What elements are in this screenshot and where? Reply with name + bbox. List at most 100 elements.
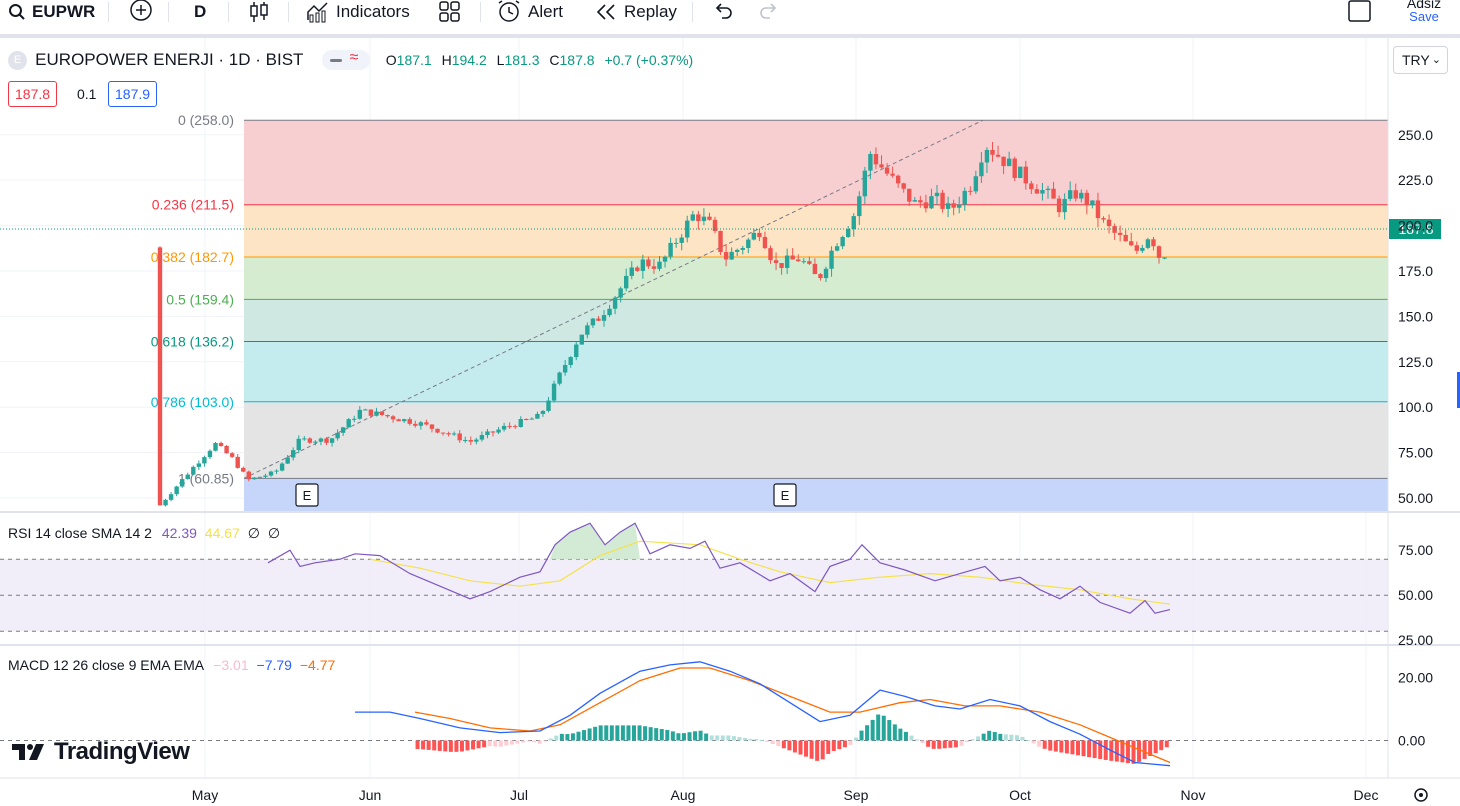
indicators-button[interactable]: Indicators <box>306 0 410 24</box>
chart-canvas[interactable]: 0 (258.0) 0.236 (211.5) 0.382 (182.7) 0.5 (… <box>0 38 1460 806</box>
candle-body <box>873 154 879 165</box>
fullscreen-button[interactable] <box>1347 0 1373 24</box>
tradingview-logo[interactable]: TradingView <box>12 738 190 766</box>
currency-select[interactable]: TRY ⌄ <box>1393 46 1448 74</box>
chart-type-button[interactable] <box>248 0 270 24</box>
macd-histogram-bar <box>615 725 620 741</box>
macd-histogram-bar <box>598 725 603 741</box>
redo-icon <box>760 3 777 19</box>
candle-body <box>235 456 240 468</box>
macd-histogram-bar <box>981 733 986 741</box>
user-save-area[interactable]: Adsiz Save <box>1400 0 1448 24</box>
macd-histogram-bar <box>831 740 836 751</box>
redo-button[interactable] <box>758 0 780 24</box>
macd-histogram-bar <box>1125 740 1130 764</box>
macd-histogram-bar <box>570 733 575 741</box>
rsi-band <box>0 559 1388 632</box>
candle-body <box>490 431 496 433</box>
candle-body <box>524 419 529 421</box>
save-link[interactable]: Save <box>1409 9 1439 24</box>
candle-body <box>540 410 546 414</box>
layout-button[interactable] <box>438 0 462 24</box>
rsi-legend-label: RSI 14 close SMA 14 2 <box>8 525 152 541</box>
alarm-clock-icon <box>498 0 520 22</box>
last-price-label: 187.8 <box>1398 221 1433 237</box>
fib-label: 0.5 (159.4) <box>166 291 234 307</box>
candle-body <box>840 237 845 247</box>
fib-label: 0.618 (136.2) <box>151 333 234 349</box>
top-toolbar: EUPWR D Indicators Alert Replay Adsiz Sa… <box>0 0 1460 38</box>
time-axis-label: Jul <box>510 787 528 803</box>
sell-price-box[interactable]: 187.8 <box>8 81 58 107</box>
macd-histogram-bar <box>1026 740 1031 742</box>
low-value: 181.3 <box>504 52 540 68</box>
candle-body <box>274 470 279 472</box>
candle-body <box>1090 200 1095 206</box>
candle-body <box>241 467 246 472</box>
candle-body <box>229 453 235 457</box>
macd-histogram-bar <box>415 740 420 750</box>
macd-histogram-bar <box>909 735 914 741</box>
price-axis-label: 200.0 <box>1398 218 1433 234</box>
alert-button[interactable]: Alert <box>496 0 563 24</box>
interval-button[interactable]: D <box>194 2 207 21</box>
candle-body <box>1056 198 1062 213</box>
candle-body <box>590 318 596 326</box>
symbol-search-button[interactable]: EUPWR <box>8 0 95 24</box>
candle-body <box>463 440 468 442</box>
candle-body <box>252 477 257 480</box>
macd-histogram-bar <box>748 738 753 741</box>
macd-histogram-bar <box>648 727 653 741</box>
candle-body <box>957 204 962 208</box>
macd-histogram-bar <box>448 740 453 752</box>
candle-body <box>812 263 818 275</box>
candle-body <box>157 247 163 506</box>
candle-body <box>374 411 379 416</box>
candle-body <box>1051 188 1056 199</box>
candle-body <box>257 476 263 478</box>
earnings-marker <box>295 483 319 507</box>
macd-histogram-bar <box>1009 734 1014 741</box>
rsi-overbought-fill <box>550 523 640 560</box>
candle-body <box>607 308 612 316</box>
macd-histogram-bar <box>1042 740 1047 749</box>
macd-histogram-bar <box>781 740 786 749</box>
candle-body <box>329 438 335 443</box>
time-axis-label: Sep <box>844 787 869 803</box>
macd-histogram-bar <box>654 728 659 741</box>
buy-price-box[interactable]: 187.9 <box>108 81 158 107</box>
rsi-axis-label: 75.00 <box>1398 542 1433 558</box>
candle-body <box>796 259 801 262</box>
macd-histogram-bar <box>554 735 559 741</box>
candle-body <box>1151 239 1156 247</box>
candle-body <box>673 242 679 244</box>
candle-body <box>279 463 285 471</box>
macd-histogram-bar <box>593 726 598 741</box>
candle-body <box>390 416 396 420</box>
replay-button[interactable]: Replay <box>594 0 677 24</box>
candle-body <box>585 325 590 335</box>
macd-legend: MACD 12 26 close 9 EMA EMA −3.01 −7.79 −… <box>8 657 335 673</box>
indicators-icon <box>307 2 328 23</box>
rsi-empty-2: ∅ <box>267 525 281 541</box>
candle-body <box>1106 219 1112 227</box>
candle-body <box>1018 166 1023 178</box>
macd-histogram-bar <box>865 725 870 741</box>
compare-symbol-button[interactable] <box>128 0 154 24</box>
macd-histogram-bar <box>459 740 464 752</box>
user-name: Adsiz <box>1406 0 1442 11</box>
macd-histogram-bar <box>720 735 725 741</box>
legend-toggles[interactable]: ≈ <box>321 49 370 70</box>
candle-body <box>990 149 995 155</box>
candle-body <box>879 164 884 168</box>
macd-histogram-bar <box>970 739 975 741</box>
macd-histogram-bar <box>848 740 853 745</box>
replay-label: Replay <box>624 2 677 21</box>
high-value: 194.2 <box>451 52 487 68</box>
undo-button[interactable] <box>712 0 734 24</box>
rsi-value: 42.39 <box>161 525 197 541</box>
candle-body <box>574 344 579 358</box>
macd-line <box>355 661 1171 767</box>
candle-body <box>895 175 901 184</box>
candle-body <box>746 239 751 249</box>
